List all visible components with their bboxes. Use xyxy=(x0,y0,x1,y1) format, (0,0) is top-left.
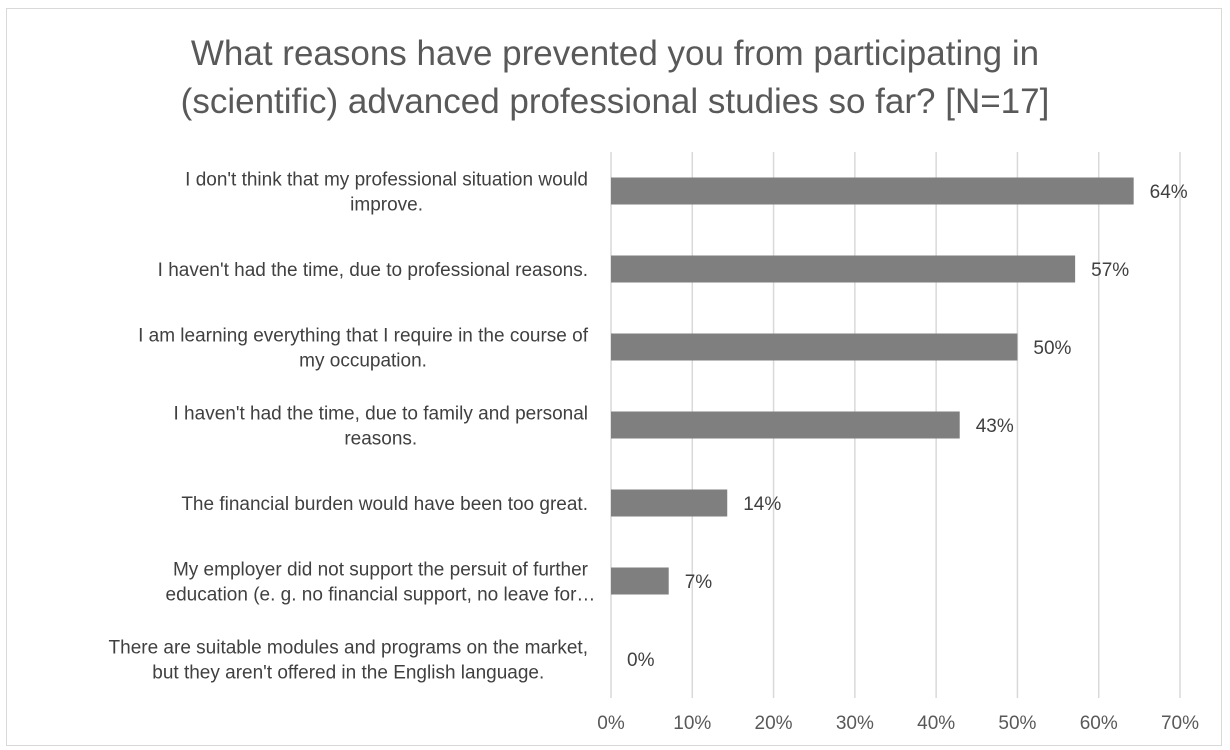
category-label: My employer did not support the persuit … xyxy=(166,560,596,606)
category-label-line: education (e. g. no financial support, n… xyxy=(166,585,596,606)
category-label: I haven't had the time, due to professio… xyxy=(158,260,588,281)
category-label-line: I haven't had the time, due to professio… xyxy=(158,260,588,281)
category-label-line: The financial burden would have been too… xyxy=(181,494,588,515)
x-tick-label: 10% xyxy=(673,713,711,734)
x-tick-label: 40% xyxy=(917,713,955,734)
x-tick-label: 60% xyxy=(1080,713,1118,734)
bar xyxy=(611,411,960,439)
data-label: 57% xyxy=(1091,260,1129,281)
category-label-line: My employer did not support the persuit … xyxy=(173,560,589,581)
x-tick-label: 20% xyxy=(755,713,793,734)
category-label: The financial burden would have been too… xyxy=(181,494,588,515)
chart-title-line-1: What reasons have prevented you from par… xyxy=(190,34,1040,73)
category-label-line: I am learning everything that I require … xyxy=(138,326,589,347)
category-label: I am learning everything that I require … xyxy=(138,326,589,372)
chart-frame xyxy=(6,8,1222,746)
category-label-line: I haven't had the time, due to family an… xyxy=(174,404,589,425)
x-tick-label: 50% xyxy=(998,713,1036,734)
chart-title: What reasons have prevented you from par… xyxy=(0,30,1230,126)
bar xyxy=(611,255,1076,283)
category-label-line: reasons. xyxy=(344,429,417,450)
data-label: 64% xyxy=(1150,182,1188,203)
data-label: 7% xyxy=(685,572,713,593)
labels: 0% 10% 20% 30% 40% 50% 60% 70% 64% I don't think … xyxy=(109,170,1200,735)
category-label-line: my occupation. xyxy=(299,351,427,372)
x-tick-label: 0% xyxy=(597,713,625,734)
bars xyxy=(611,177,1134,595)
x-tick-label: 70% xyxy=(1161,713,1199,734)
category-label-line: but they aren't offered in the English l… xyxy=(152,663,544,684)
category-label: I haven't had the time, due to family an… xyxy=(174,404,589,450)
category-label-line: There are suitable modules and programs … xyxy=(109,638,588,659)
category-label: There are suitable modules and programs … xyxy=(109,638,588,684)
category-label-line: I don't think that my professional situa… xyxy=(185,170,588,191)
data-label: 14% xyxy=(743,494,781,515)
data-label: 50% xyxy=(1033,338,1071,359)
data-label: 43% xyxy=(976,416,1014,437)
chart-title-line-2: (scientific) advanced professional studi… xyxy=(180,82,1050,121)
bar xyxy=(611,489,728,517)
category-label-line: improve. xyxy=(350,195,423,216)
bar xyxy=(611,177,1134,205)
bar xyxy=(611,567,669,595)
data-label: 0% xyxy=(627,650,655,671)
x-tick-label: 30% xyxy=(836,713,874,734)
bar xyxy=(611,333,1018,361)
category-label: I don't think that my professional situa… xyxy=(185,170,588,216)
